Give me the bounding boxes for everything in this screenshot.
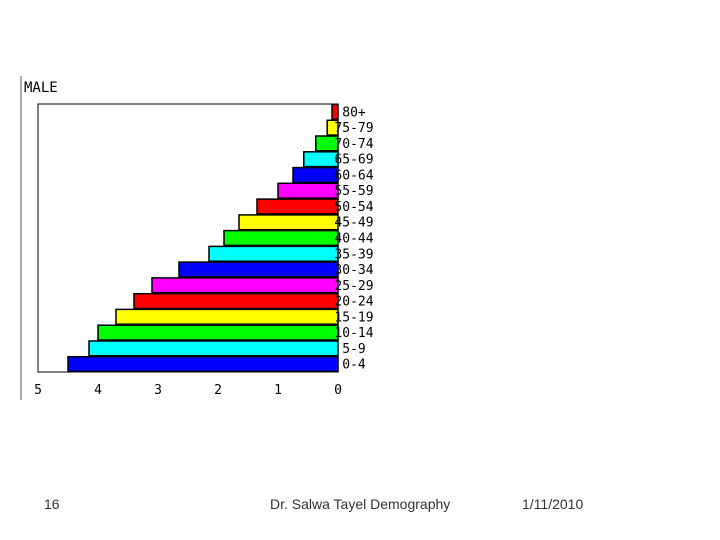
age-label-30-34: 30-34 [334, 263, 373, 278]
chart-title: MALE [24, 80, 58, 96]
bar-20-24 [133, 292, 339, 310]
age-label-15-19: 15-19 [334, 310, 373, 325]
age-label-55-59: 55-59 [334, 184, 373, 199]
bar-50-54 [256, 198, 339, 215]
bar-75-79 [326, 119, 339, 136]
x-tick-0: 0 [334, 383, 342, 398]
bar-10-14 [97, 324, 339, 341]
age-label-50-54: 50-54 [334, 200, 373, 215]
age-label-65-69: 65-69 [334, 153, 373, 168]
bar-5-9 [88, 340, 339, 357]
age-label-20-24: 20-24 [334, 295, 373, 310]
x-tick-3: 3 [154, 383, 162, 398]
age-labels-group: 0-45-910-1415-1920-2425-2930-3435-3940-4… [334, 105, 373, 372]
page-number: 16 [44, 496, 60, 512]
age-label-0-4: 0-4 [342, 358, 366, 373]
age-label-5-9: 5-9 [342, 342, 365, 357]
bar-55-59 [277, 182, 339, 199]
age-label-60-64: 60-64 [334, 168, 373, 183]
bar-80+ [331, 103, 339, 121]
bar-65-69 [303, 151, 339, 168]
x-axis-group: 5 4 3 2 1 0 [34, 383, 342, 398]
bar-70-74 [315, 135, 339, 152]
bar-60-64 [292, 166, 339, 184]
bar-45-49 [238, 214, 339, 231]
bar-15-19 [115, 308, 339, 325]
age-label-45-49: 45-49 [334, 216, 373, 231]
age-label-80+: 80+ [342, 105, 366, 120]
x-tick-1: 1 [274, 383, 282, 398]
bar-30-34 [178, 261, 339, 278]
bars-group [67, 103, 339, 373]
bar-25-29 [151, 277, 339, 294]
age-label-25-29: 25-29 [334, 279, 373, 294]
age-label-70-74: 70-74 [334, 137, 373, 152]
bar-40-44 [223, 229, 339, 247]
x-tick-2: 2 [214, 383, 222, 398]
x-tick-5: 5 [34, 383, 42, 398]
age-label-75-79: 75-79 [334, 121, 373, 136]
bar-0-4 [67, 355, 339, 373]
age-label-40-44: 40-44 [334, 232, 373, 247]
age-label-10-14: 10-14 [334, 326, 373, 341]
age-label-35-39: 35-39 [334, 247, 373, 262]
bar-35-39 [208, 245, 339, 262]
footer-date: 1/11/2010 [522, 496, 584, 512]
x-tick-4: 4 [94, 383, 102, 398]
footer-author: Dr. Salwa Tayel Demography [270, 496, 451, 512]
